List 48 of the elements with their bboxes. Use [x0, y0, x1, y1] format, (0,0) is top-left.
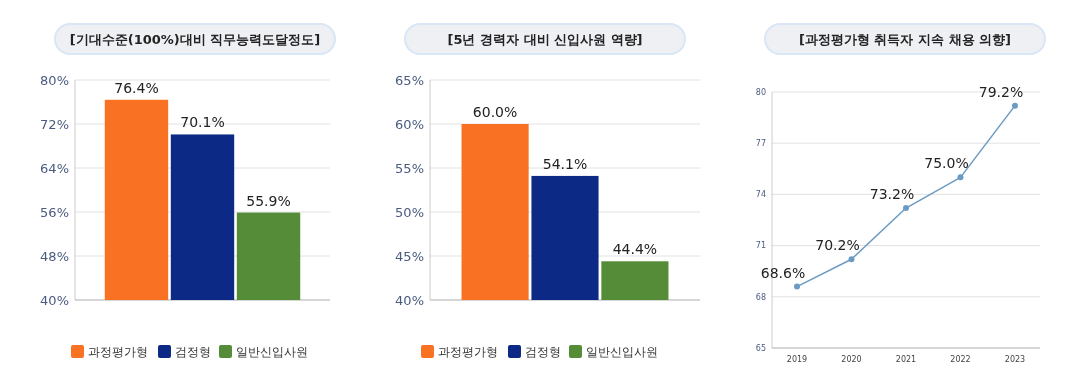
legend-label: 검정형	[525, 345, 561, 359]
y-tick-label: 40%	[395, 292, 424, 308]
data-label: 73.2%	[869, 186, 915, 203]
data-label: 68.6%	[760, 264, 806, 281]
point	[903, 205, 909, 212]
data-label: 70.1%	[180, 114, 225, 131]
x-tick-label: 2022	[950, 355, 971, 364]
y-tick-label: 40%	[40, 292, 69, 308]
y-tick-label: 50%	[395, 204, 424, 220]
data-label: 79.2%	[978, 83, 1024, 100]
legend-label: 일반신입사원	[586, 345, 658, 359]
point	[848, 256, 855, 263]
y-tick-label: 77	[755, 139, 766, 148]
x-tick-label: 2023	[1004, 355, 1026, 364]
y-tick-label: 56%	[40, 204, 69, 220]
y-tick-label: 68	[755, 292, 766, 302]
data-label: 70.2%	[815, 237, 860, 254]
x-tick-label: 2020	[841, 355, 862, 364]
legend-label: 일반신입사원	[236, 345, 308, 359]
chart-title: [기대수준(100%)대비 직무능력도달정도]	[69, 32, 321, 47]
y-tick-label: 45%	[395, 248, 424, 264]
x-tick-label: 2019	[786, 355, 808, 364]
data-label: 44.4%	[612, 241, 658, 258]
legend-label: 과정평가형	[438, 345, 498, 359]
data-label: 55.9%	[246, 192, 291, 209]
y-tick-label: 55%	[395, 160, 424, 176]
chart-title: [5년 경력자 대비 신입사원 역량]	[447, 32, 643, 47]
y-tick-label: 48%	[40, 248, 69, 264]
y-tick-label: 60%	[395, 116, 424, 132]
data-label: 75.0%	[924, 155, 969, 172]
legend-label: 검정형	[175, 345, 211, 359]
y-tick-label: 80	[755, 87, 766, 97]
y-tick-label: 64%	[40, 160, 69, 176]
data-label: 60.0%	[472, 104, 518, 120]
data-label: 54.1%	[542, 155, 588, 172]
point	[957, 174, 964, 181]
y-tick-label: 65	[755, 343, 766, 353]
x-tick-label: 2021	[895, 355, 917, 364]
point	[1012, 102, 1018, 109]
y-tick-label: 72%	[40, 116, 69, 132]
y-tick-label: 71	[755, 241, 766, 251]
legend-label: 과정평가형	[88, 345, 148, 359]
chart-title: [과정평가형 취득자 지속 채용 의향]	[799, 32, 1011, 47]
y-tick-label: 80%	[40, 72, 69, 88]
data-label: 76.4%	[114, 79, 159, 96]
y-tick-label: 65%	[395, 72, 424, 88]
point	[794, 283, 800, 290]
y-tick-label: 74	[755, 190, 766, 200]
